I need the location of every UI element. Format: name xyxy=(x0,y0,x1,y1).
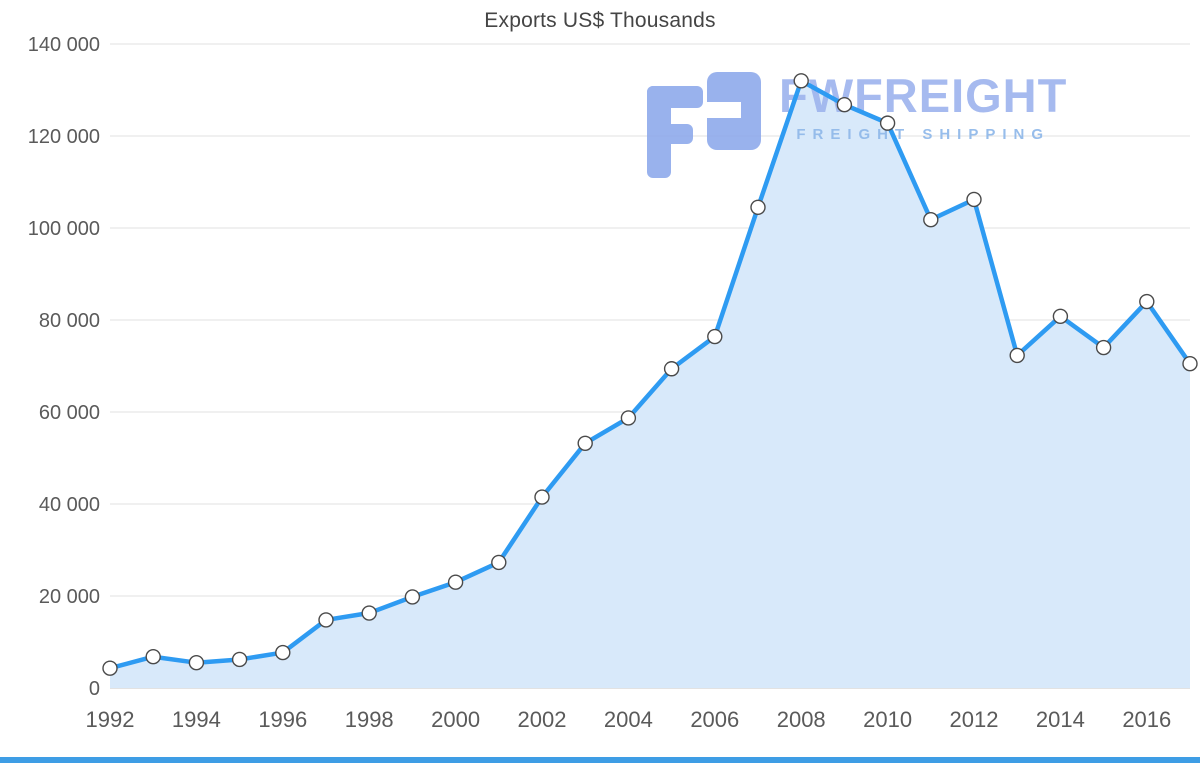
data-point xyxy=(146,650,160,664)
chart-widget: Exports US$ Thousands 0 20 000 40 000 60 00… xyxy=(0,0,1200,763)
data-point xyxy=(233,652,247,666)
data-point xyxy=(405,590,419,604)
data-point xyxy=(276,646,290,660)
data-point xyxy=(967,192,981,206)
data-point xyxy=(362,606,376,620)
y-axis-label: 20 000 xyxy=(39,586,100,608)
y-axis-label: 140 000 xyxy=(28,34,100,56)
data-point xyxy=(1183,357,1197,371)
data-point xyxy=(1140,295,1154,309)
data-point xyxy=(535,490,549,504)
data-point xyxy=(621,411,635,425)
data-point xyxy=(665,362,679,376)
watermark-text: FWFREIGHT FREIGHT SHIPPING xyxy=(779,70,1067,143)
x-axis-label: 1994 xyxy=(172,707,221,732)
data-point xyxy=(1097,341,1111,355)
x-axis-label: 2010 xyxy=(863,707,912,732)
bottom-accent-bar xyxy=(0,757,1200,763)
data-point xyxy=(1053,309,1067,323)
x-axis-label: 2014 xyxy=(1036,707,1085,732)
y-axis-label: 80 000 xyxy=(39,310,100,332)
y-axis-label: 120 000 xyxy=(28,126,100,148)
x-axis-label: 1996 xyxy=(258,707,307,732)
x-axis-label: 2002 xyxy=(518,707,567,732)
data-point xyxy=(708,330,722,344)
y-axis-label: 40 000 xyxy=(39,494,100,516)
data-point xyxy=(189,656,203,670)
fwfreight-logo-icon xyxy=(645,70,763,180)
watermark-tagline: FREIGHT SHIPPING xyxy=(779,126,1067,143)
x-axis-label: 2016 xyxy=(1122,707,1171,732)
y-axis-label: 60 000 xyxy=(39,402,100,424)
x-axis-label: 2012 xyxy=(950,707,999,732)
x-axis-label: 2008 xyxy=(777,707,826,732)
x-axis-label: 2000 xyxy=(431,707,480,732)
data-point xyxy=(492,555,506,569)
x-axis-label: 1998 xyxy=(345,707,394,732)
data-point xyxy=(319,613,333,627)
data-point xyxy=(1010,348,1024,362)
data-point xyxy=(103,661,117,675)
chart-title: Exports US$ Thousands xyxy=(0,9,1200,33)
data-point xyxy=(924,213,938,227)
y-axis-label: 0 xyxy=(89,678,100,700)
y-axis-label: 100 000 xyxy=(28,218,100,240)
x-axis-label: 2006 xyxy=(690,707,739,732)
watermark: FWFREIGHT FREIGHT SHIPPING xyxy=(645,70,1067,180)
data-point xyxy=(751,200,765,214)
x-axis-label: 1992 xyxy=(86,707,135,732)
watermark-brand: FWFREIGHT xyxy=(779,70,1067,122)
data-point xyxy=(578,436,592,450)
data-point xyxy=(449,575,463,589)
x-axis-label: 2004 xyxy=(604,707,653,732)
